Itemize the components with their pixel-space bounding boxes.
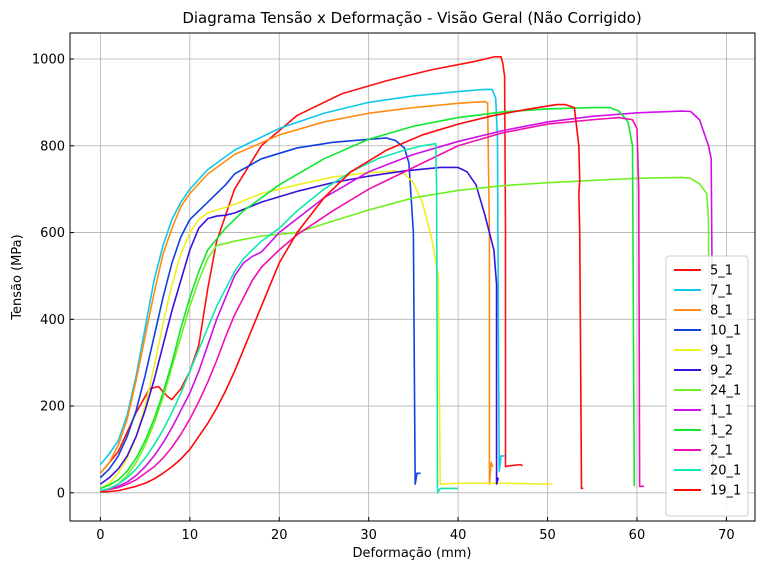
x-tick-label: 20 <box>271 528 288 543</box>
series-line-2_1 <box>100 116 645 492</box>
series-line-20_1 <box>100 142 459 494</box>
legend-label: 1_1 <box>710 404 733 419</box>
series-layer <box>99 56 714 494</box>
y-tick-label: 800 <box>40 139 65 154</box>
series-line-9_2 <box>99 166 500 485</box>
y-axis-title: Tensão (MPa) <box>10 234 25 320</box>
legend-label: 24_1 <box>710 384 741 399</box>
legend-label: 7_1 <box>710 284 733 299</box>
y-tick-label: 200 <box>40 400 65 415</box>
chart-title: Diagrama Tensão x Deformação - Visão Ger… <box>182 9 641 27</box>
x-axis-title: Deformação (mm) <box>353 546 472 561</box>
legend-label: 5_1 <box>710 264 733 279</box>
grid <box>70 33 755 521</box>
x-axis: 0 10 20 30 40 50 60 70 <box>96 517 735 543</box>
x-tick-label: 50 <box>539 528 556 543</box>
y-tick-label: 0 <box>57 486 65 501</box>
legend-label: 9_1 <box>710 344 733 359</box>
y-tick-label: 1000 <box>32 53 65 68</box>
x-tick-label: 70 <box>718 528 735 543</box>
series-line-1_2 <box>100 106 636 490</box>
x-tick-label: 0 <box>96 528 104 543</box>
x-tick-label: 30 <box>360 528 377 543</box>
series-line-19_1 <box>100 103 584 493</box>
series-line-7_1 <box>99 88 505 472</box>
series-line-9_1 <box>99 170 552 490</box>
legend-label: 19_1 <box>710 484 741 499</box>
legend-label: 2_1 <box>710 444 733 459</box>
legend-label: 10_1 <box>710 324 741 339</box>
series-line-10_1 <box>99 137 421 485</box>
legend: 5_1 7_1 8_1 10_1 9_1 9_2 24_1 1_1 1_2 2_1 20_1 19_1 <box>665 255 749 517</box>
legend-label: 1_2 <box>710 424 733 439</box>
y-axis: 0 200 400 600 800 1000 <box>32 53 74 501</box>
x-tick-label: 60 <box>629 528 646 543</box>
legend-label: 20_1 <box>710 464 741 479</box>
x-tick-label: 10 <box>182 528 199 543</box>
x-tick-label: 40 <box>450 528 467 543</box>
series-line-1_1 <box>100 110 714 492</box>
plot-frame <box>69 32 756 522</box>
legend-label: 9_2 <box>710 364 733 379</box>
y-tick-label: 400 <box>40 313 65 328</box>
y-tick-label: 600 <box>40 226 65 241</box>
series-line-5_1 <box>99 56 523 474</box>
series-line-8_1 <box>99 100 494 485</box>
series-line-24_1 <box>100 176 711 492</box>
legend-label: 8_1 <box>710 304 733 319</box>
